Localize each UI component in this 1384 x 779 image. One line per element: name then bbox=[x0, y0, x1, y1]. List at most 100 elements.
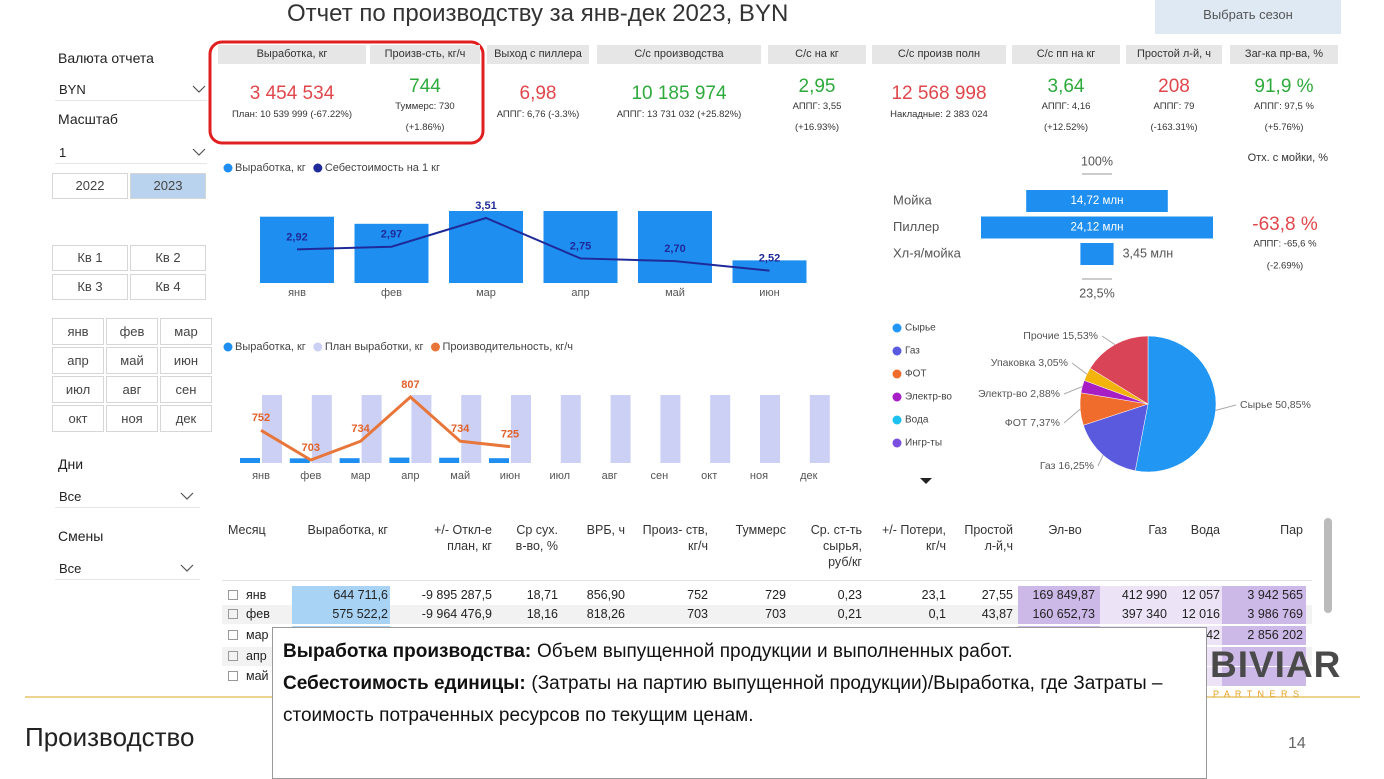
table-cell: -9 895 287,5 bbox=[421, 588, 492, 602]
x-tick-label: окт bbox=[701, 470, 717, 482]
kpi-value: 744 bbox=[409, 76, 441, 97]
legend-label: Газ bbox=[905, 346, 920, 357]
table-cell: 169 849,87 bbox=[1032, 588, 1095, 602]
filter-label: Масштаб bbox=[58, 111, 118, 127]
funnel-row-name: Пиллер bbox=[893, 219, 939, 234]
funnel-bar bbox=[981, 216, 1213, 239]
expand-icon bbox=[228, 609, 238, 619]
month-button[interactable]: ноя bbox=[106, 405, 158, 432]
kpi-note: (-163.31%) bbox=[1150, 122, 1198, 133]
legend-swatch bbox=[892, 415, 902, 425]
legend-label: Себестоимость на 1 кг bbox=[325, 162, 440, 174]
pie-slice bbox=[1083, 403, 1149, 472]
quarter-button[interactable]: Кв 3 bbox=[52, 274, 128, 300]
table-cell: 0,21 bbox=[837, 607, 862, 621]
x-tick-label: авг bbox=[602, 470, 618, 482]
pie-label: Прочие 15,53% bbox=[1023, 330, 1098, 342]
month-button[interactable]: фев bbox=[106, 318, 158, 345]
bar bbox=[638, 211, 712, 283]
legend-swatch bbox=[430, 342, 440, 352]
bar bbox=[511, 395, 531, 463]
kpi-note: АППГ: 79 bbox=[1153, 101, 1195, 112]
bar bbox=[660, 395, 681, 463]
month-cell: фев bbox=[246, 607, 270, 621]
kpi-value: 3 454 534 bbox=[249, 83, 335, 104]
shifts-dropdown[interactable]: Все bbox=[55, 558, 200, 580]
table-cell: 856,90 bbox=[586, 588, 625, 602]
data-label: 734 bbox=[351, 423, 370, 435]
month-button[interactable]: дек bbox=[160, 405, 212, 432]
table-cell: 27,55 bbox=[981, 588, 1013, 602]
heat-cell bbox=[1018, 605, 1100, 624]
days-dropdown[interactable]: Все bbox=[55, 486, 200, 508]
bar bbox=[311, 395, 332, 463]
x-tick-label: мар bbox=[351, 470, 371, 482]
funnel-value: 24,12 млн bbox=[1071, 222, 1124, 234]
bar bbox=[560, 395, 581, 463]
page-title: Отчет по производству за янв-дек 2023, B… bbox=[287, 0, 789, 27]
year-button[interactable]: 2022 bbox=[52, 173, 128, 199]
table-cell: 644 711,6 bbox=[333, 588, 388, 602]
legend-label: Ингр-ты bbox=[905, 438, 942, 449]
x-tick-label: дек bbox=[800, 470, 818, 482]
kpi-note: АППГ: 97,5 % bbox=[1254, 101, 1314, 112]
year-button[interactable]: 2023 bbox=[130, 173, 206, 199]
bar bbox=[260, 216, 334, 283]
bar bbox=[449, 211, 523, 283]
table-header: Эл-во bbox=[1048, 523, 1082, 537]
heat-cell bbox=[1170, 605, 1222, 624]
month-cell: апр bbox=[246, 649, 267, 663]
data-label: 703 bbox=[302, 442, 320, 454]
kpi-note: (+16.93%) bbox=[794, 122, 840, 133]
quarter-button[interactable]: Кв 4 bbox=[130, 274, 206, 300]
bar bbox=[439, 457, 460, 463]
heat-cell bbox=[1100, 586, 1170, 605]
kpi-value: 208 bbox=[1158, 76, 1190, 97]
filter-label: Валюта отчета bbox=[58, 50, 154, 66]
heat-cell bbox=[1222, 647, 1306, 666]
scale-dropdown[interactable]: 1 bbox=[55, 142, 207, 164]
dropdown-chevron bbox=[180, 492, 194, 500]
kpi-header: С/с пп на кг bbox=[1012, 45, 1120, 64]
expand-icon bbox=[228, 651, 238, 661]
header-rule bbox=[222, 580, 1312, 581]
month-button[interactable]: окт bbox=[52, 405, 104, 432]
x-tick-label: ноя bbox=[750, 470, 768, 482]
quarter-button[interactable]: Кв 1 bbox=[52, 245, 128, 271]
bar bbox=[339, 458, 360, 463]
month-button[interactable]: июл bbox=[52, 376, 104, 403]
bar bbox=[809, 395, 830, 463]
kpi-note: АППГ: 13 731 032 (+25.82%) bbox=[616, 109, 742, 120]
month-button[interactable]: мар bbox=[160, 318, 212, 345]
month-button[interactable]: май bbox=[106, 347, 158, 374]
month-button[interactable]: апр bbox=[52, 347, 104, 374]
x-tick-label: май bbox=[665, 287, 685, 299]
pie-leader bbox=[1063, 386, 1083, 395]
month-button[interactable]: июн bbox=[160, 347, 212, 374]
season-button[interactable]: Выбрать сезон bbox=[1155, 0, 1341, 34]
month-button[interactable]: сен bbox=[160, 376, 212, 403]
legend-swatch bbox=[892, 438, 902, 448]
legend-more-arrow bbox=[920, 478, 932, 484]
side-note: АППГ: -65,6 % bbox=[1253, 239, 1317, 250]
funnel-bar bbox=[1026, 190, 1168, 212]
filter-label: Смены bbox=[58, 528, 104, 544]
data-label: 2,97 bbox=[381, 229, 402, 241]
kpi-value: 91,9 % bbox=[1254, 76, 1314, 97]
quarter-button[interactable]: Кв 2 bbox=[130, 245, 206, 271]
month-cell: май bbox=[246, 669, 269, 683]
table-header: ВРБ, ч bbox=[586, 523, 625, 537]
currency-dropdown[interactable]: BYN bbox=[55, 79, 207, 101]
legend-label: ФОТ bbox=[905, 369, 927, 380]
side-value: -63,8 % bbox=[1252, 214, 1318, 235]
table-header: Месяц bbox=[228, 523, 266, 537]
table-header: +/- Потери, кг/ч bbox=[881, 523, 946, 553]
line-series bbox=[260, 394, 511, 462]
month-button[interactable]: янв bbox=[52, 318, 104, 345]
table-cell: 818,26 bbox=[586, 607, 625, 621]
bar bbox=[361, 395, 382, 463]
month-button[interactable]: авг bbox=[106, 376, 158, 403]
table-header: +/- Откл-е план, кг bbox=[434, 523, 492, 553]
pie-label: Газ 16,25% bbox=[1040, 460, 1094, 472]
